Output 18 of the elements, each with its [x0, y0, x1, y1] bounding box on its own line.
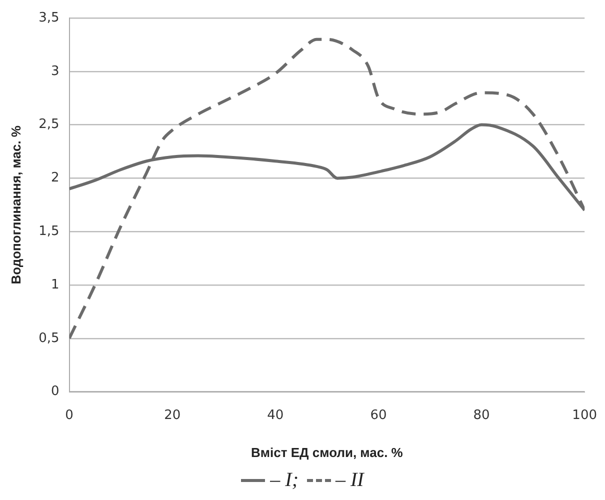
y-tick-label: 2,5	[38, 117, 60, 132]
y-tick-label: 2	[50, 170, 60, 186]
y-tick-label: 0,5	[38, 330, 60, 346]
y-tick-label: 0	[50, 384, 60, 400]
x-tick-label: 40	[267, 408, 284, 423]
x-tick-label: 60	[370, 408, 387, 423]
y-tick-label: 1	[50, 277, 60, 292]
x-axis-title: Вміст ЕД смоли, мас. %	[251, 444, 404, 460]
x-tick-label: 20	[164, 408, 181, 423]
x-tick-label: 100	[572, 408, 598, 423]
x-tick-label: 0	[65, 408, 74, 423]
x-tick-label: 80	[473, 408, 490, 423]
y-tick-label: 3	[50, 64, 60, 79]
y-tick-label: 1,5	[38, 224, 60, 239]
legend-label: – I;	[270, 469, 298, 492]
legend-label: – II	[336, 469, 364, 492]
y-axis-title: Водопоглинання, мас. %	[8, 125, 24, 284]
y-tick-label: 3,5	[38, 10, 60, 26]
